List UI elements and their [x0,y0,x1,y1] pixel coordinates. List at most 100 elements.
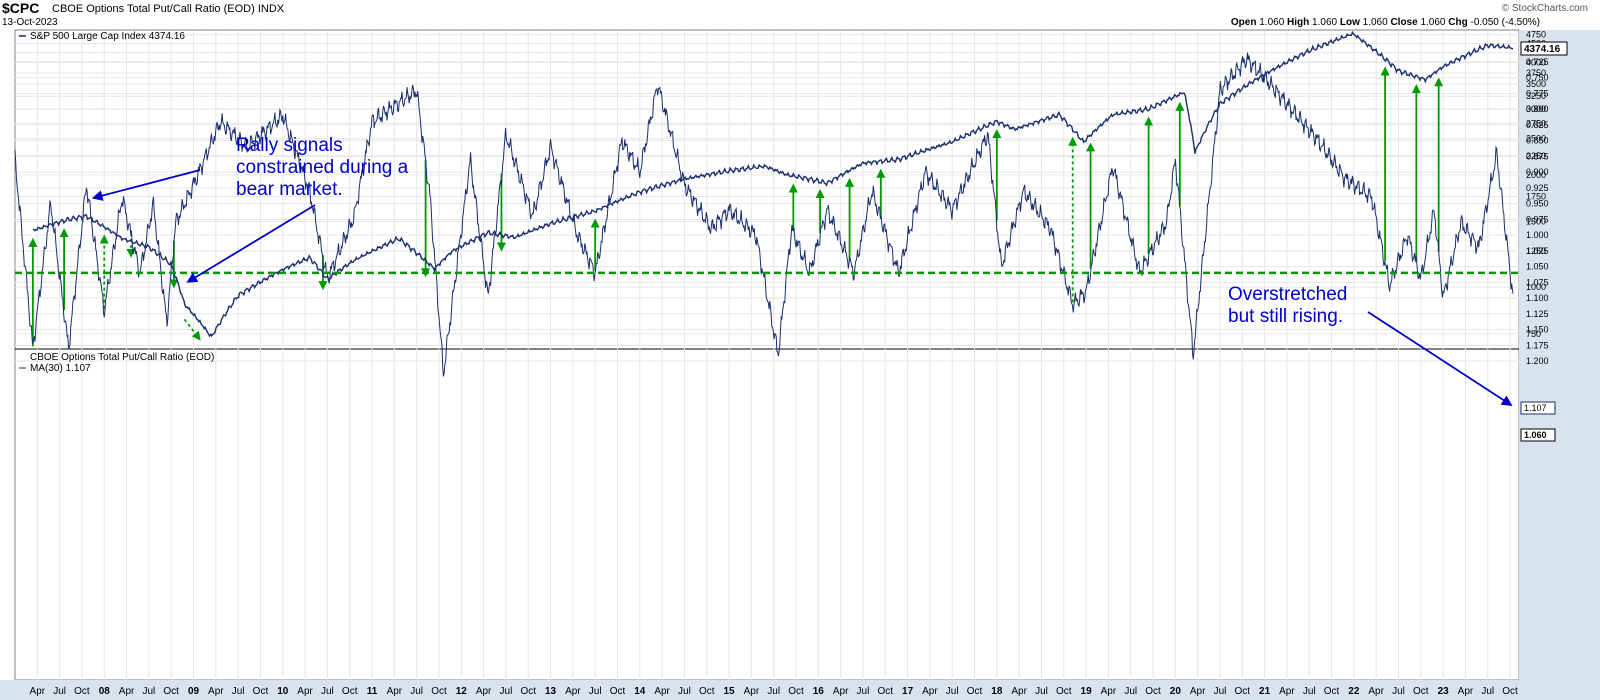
x-tick-label: Apr [476,686,492,697]
title-text: CBOE Options Total Put/Call Ratio (EOD) [52,3,255,15]
x-tick-label: Apr [833,686,849,697]
chart-header: $CPC CBOE Options Total Put/Call Ratio (… [0,0,1600,30]
cpc-tick-label: 0.850 [1526,136,1549,146]
annotation-rally-line1: Rally signals [236,135,343,156]
x-tick-label: Oct [788,686,804,697]
spx-tick-label: 3750 [1526,68,1546,78]
open-label: Open [1230,17,1257,28]
x-tick-label: 15 [724,686,736,697]
y-axis-panel [1519,30,1600,680]
cpc-tick-label: 1.025 [1526,246,1549,256]
top-legend: S&P 500 Large Cap Index 4374.16 [19,31,185,42]
x-axis-panel [0,680,1600,700]
x-tick-label: Oct [520,686,536,697]
cpc-tick-label: 1.200 [1526,356,1549,366]
x-tick-label: 18 [991,686,1003,697]
high-value: 1.060 [1312,17,1338,28]
x-tick-label: Jul [142,686,155,697]
x-tick-label: Apr [922,686,938,697]
cpc-tick-label: 0.900 [1526,167,1549,177]
cpc-series-line [14,52,1514,377]
cpc-legend: CBOE Options Total Put/Call Ratio (EOD) [30,352,214,363]
cpc-tick-label: 0.750 [1526,73,1549,83]
spx-last-value: 4374.16 [1524,44,1561,55]
x-axis-labels: Apr Jul Oct 08 Apr Jul Oct 09 Apr Jul Oct 10 Apr Jul O… [30,686,1519,697]
x-tick-label: Jul [232,686,245,697]
x-tick-label: Jul [1214,686,1227,697]
cpc-tick-label: 0.875 [1526,151,1549,161]
x-tick-label: 09 [188,686,200,697]
x-tick-label: Jul [1392,686,1405,697]
open-value: 1.060 [1259,17,1285,28]
x-tick-label: 21 [1259,686,1271,697]
chg-label: Chg [1448,17,1468,28]
cpc-tick-label: 1.125 [1526,309,1549,319]
x-tick-label: Jul [53,686,66,697]
x-tick-label: Jul [321,686,334,697]
x-tick-label: 22 [1348,686,1360,697]
cpc-tick-label: 0.925 [1526,183,1549,193]
x-tick-label: Apr [297,686,313,697]
spx-tick-label: 4000 [1526,58,1546,68]
x-tick-label: 11 [367,686,378,697]
spx-tick-label: 3000 [1526,104,1546,114]
cpc-tick-label: 1.175 [1526,340,1549,350]
cpc-tick-label: 0.825 [1526,120,1549,130]
x-tick-label: Apr [208,686,224,697]
x-tick-label: Jul [767,686,780,697]
x-tick-label: Jul [1303,686,1316,697]
x-tick-label: Oct [253,686,269,697]
annotation-rally: Rally signals constrained during a bear … [236,135,408,201]
low-value: 1.060 [1362,17,1388,28]
x-tick-label: Oct [163,686,179,697]
x-tick-label: Apr [654,686,670,697]
x-tick-label: Apr [1190,686,1206,697]
spx-tick-label: 1000 [1526,282,1546,292]
spx-tick-label: 1750 [1526,192,1546,202]
symbol: $CPC [2,0,40,16]
annotation-rally-line3: bear market. [236,179,343,200]
low-label: Low [1339,17,1360,28]
spx-legend: S&P 500 Large Cap Index 4374.16 [30,31,185,42]
x-tick-label: Jul [1035,686,1048,697]
x-tick-label: 12 [456,686,468,697]
spx-tick-label: 2500 [1526,134,1546,144]
x-tick-label: 08 [99,686,111,697]
bottom-legend: CBOE Options Total Put/Call Ratio (EOD) … [19,352,214,374]
cpc-last-badge: 1.107 [1520,401,1556,415]
x-tick-label: Oct [1502,686,1518,697]
signal-arrows [28,66,1444,347]
x-tick-label: Oct [1413,686,1429,697]
x-tick-label: Jul [857,686,870,697]
dashed-signal-arrow [183,318,201,341]
y-axis-labels: 750 1000 1250 1500 1750 2000 2250 2500 2750 3000 3… [1526,30,1549,366]
x-tick-label: Jul [946,686,959,697]
close-label: Close [1390,17,1418,28]
x-tick-label: 16 [813,686,825,697]
cpc-tick-label: 0.975 [1526,214,1549,224]
close-value: 1.060 [1420,17,1446,28]
exchange-text: INDX [257,3,285,15]
cpc-tick-label: 1.000 [1526,230,1549,240]
x-tick-label: Oct [967,686,983,697]
annotation-arrow-right [1367,311,1513,406]
threshold-badge: 1.060 [1520,428,1556,442]
plot-frame [14,29,1520,681]
cpc-tick-label: 0.950 [1526,199,1549,209]
x-tick-label: 17 [902,686,914,697]
ma-legend: MA(30) 1.107 [30,363,91,374]
spx-tick-label: 4750 [1526,30,1546,40]
annotation-arrow-top [91,169,201,201]
x-tick-label: 10 [277,686,289,697]
x-tick-label: Apr [1011,686,1027,697]
chart-date: 13-Oct-2023 [2,17,58,28]
high-label: High [1287,17,1310,28]
x-tick-label: 13 [545,686,557,697]
spx-tick-label: 2750 [1526,118,1546,128]
spx-tick-label: 1250 [1526,246,1546,256]
x-tick-label: Jul [678,686,691,697]
cpc-tick-label: 1.075 [1526,277,1549,287]
x-tick-label: Oct [877,686,893,697]
x-tick-label: Oct [431,686,447,697]
ohlc-readout: Open 1.060 High 1.060 Low 1.060 Close 1.… [1231,17,1540,28]
